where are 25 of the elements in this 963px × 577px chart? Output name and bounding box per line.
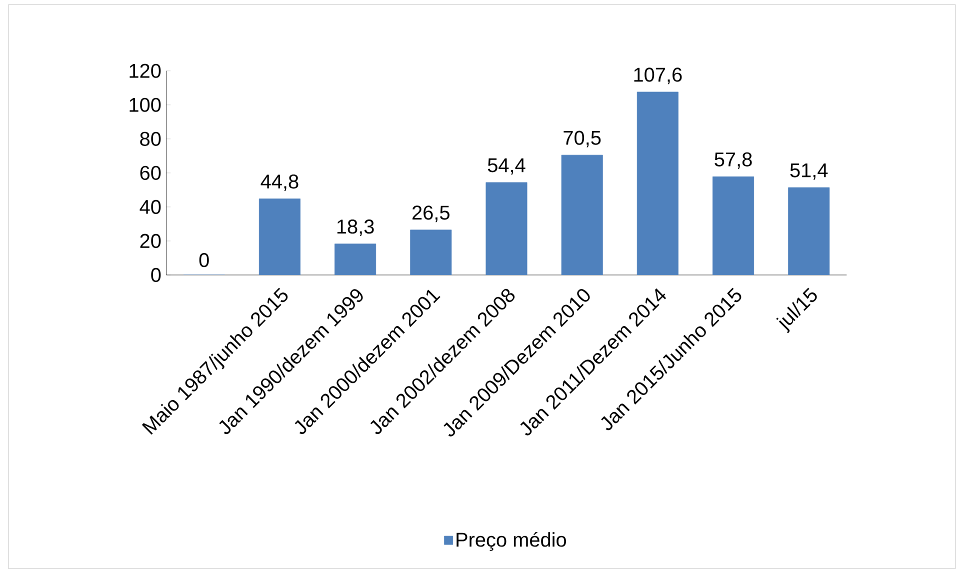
data-label: 51,4 (790, 163, 828, 180)
bar (636, 92, 678, 275)
data-label: 0 (199, 252, 209, 268)
bar (788, 187, 830, 275)
y-tick-label: 20 (140, 234, 161, 248)
y-tick-label: 100 (130, 98, 161, 112)
data-label: 70,5 (564, 130, 601, 148)
y-tick-label: 40 (140, 200, 161, 214)
legend-label: Preço médio (456, 532, 566, 551)
y-tick-label: 80 (140, 132, 161, 146)
data-label: 26,5 (412, 206, 450, 222)
y-tick-label: 60 (140, 166, 161, 180)
bar (410, 230, 452, 275)
y-tick-label: 0 (151, 268, 161, 282)
bar (258, 198, 300, 275)
data-label: 54,4 (488, 158, 526, 175)
bar (712, 176, 754, 275)
bar (486, 182, 528, 275)
data-label: 44,8 (260, 174, 298, 191)
data-label: 57,8 (714, 152, 752, 169)
y-tick-label: 120 (130, 64, 161, 78)
data-label: 107,6 (634, 68, 682, 84)
bar (561, 154, 603, 275)
bar (334, 244, 376, 275)
data-label: 18,3 (337, 219, 374, 236)
